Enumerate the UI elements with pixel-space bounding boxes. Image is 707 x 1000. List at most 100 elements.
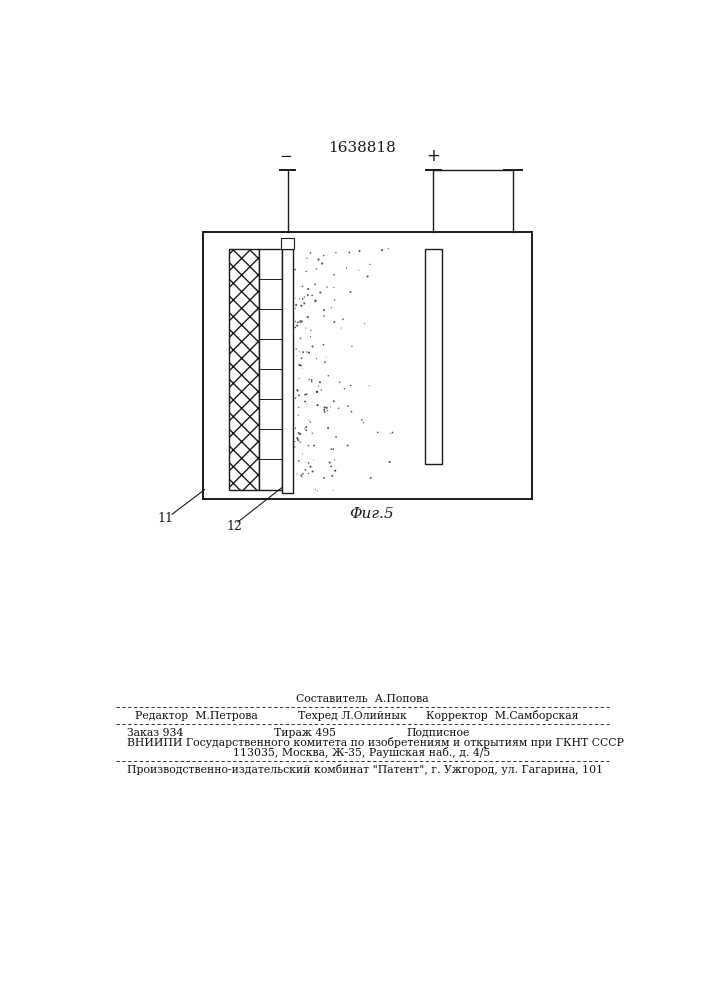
Point bbox=[289, 439, 300, 455]
Point bbox=[290, 313, 301, 329]
Point bbox=[301, 386, 312, 402]
Text: Производственно-издательский комбинат "Патент", г. Ужгород, ул. Гагарина, 101: Производственно-издательский комбинат "П… bbox=[127, 764, 603, 775]
Point bbox=[305, 322, 317, 338]
Point bbox=[327, 441, 339, 457]
Point bbox=[322, 279, 333, 295]
Point bbox=[310, 293, 321, 309]
Point bbox=[312, 483, 323, 499]
Point bbox=[328, 280, 339, 296]
Point bbox=[327, 482, 339, 498]
Text: Тираж 495: Тираж 495 bbox=[274, 728, 337, 738]
Point bbox=[337, 311, 349, 327]
Point bbox=[290, 300, 301, 316]
Point bbox=[294, 344, 305, 360]
Point bbox=[325, 458, 337, 474]
Point bbox=[346, 338, 358, 354]
Point bbox=[296, 469, 308, 485]
Point bbox=[329, 292, 340, 308]
Point bbox=[293, 432, 304, 448]
Bar bbox=[259, 249, 282, 490]
Point bbox=[291, 430, 303, 446]
Point bbox=[299, 289, 310, 305]
Point bbox=[328, 267, 339, 283]
Point bbox=[329, 463, 341, 479]
Point bbox=[330, 245, 341, 261]
Point bbox=[321, 400, 332, 416]
Point bbox=[300, 264, 312, 280]
Point bbox=[310, 481, 321, 497]
Bar bbox=[230, 249, 259, 490]
Point bbox=[290, 390, 301, 406]
Point bbox=[344, 244, 355, 260]
Point bbox=[299, 387, 310, 403]
Point bbox=[291, 318, 303, 334]
Point bbox=[318, 308, 329, 324]
Point bbox=[376, 242, 387, 258]
Point bbox=[296, 313, 308, 329]
Point bbox=[328, 393, 339, 409]
Point bbox=[342, 438, 354, 454]
Point bbox=[385, 425, 396, 441]
Point bbox=[300, 462, 311, 478]
Text: ВНИИПИ Государственного комитета по изобретениям и открытиям при ГКНТ СССР: ВНИИПИ Государственного комитета по изоб… bbox=[127, 737, 624, 748]
Point bbox=[303, 465, 314, 481]
Point bbox=[354, 262, 365, 278]
Point bbox=[293, 407, 304, 423]
Point bbox=[303, 345, 315, 361]
Point bbox=[293, 453, 305, 469]
Point bbox=[295, 314, 306, 330]
Point bbox=[339, 381, 350, 397]
Point bbox=[310, 276, 321, 292]
Point bbox=[291, 341, 302, 357]
Point bbox=[303, 372, 315, 388]
Point bbox=[303, 455, 314, 471]
Point bbox=[300, 394, 311, 410]
Point bbox=[317, 256, 328, 272]
Point bbox=[346, 404, 357, 420]
Point bbox=[293, 370, 305, 386]
Point bbox=[333, 400, 344, 416]
Point bbox=[318, 302, 329, 318]
Point bbox=[298, 295, 310, 311]
Point bbox=[325, 441, 337, 457]
Text: Техред Л.Олийнык: Техред Л.Олийнык bbox=[298, 711, 407, 721]
Point bbox=[297, 278, 308, 294]
Point bbox=[299, 421, 310, 437]
Point bbox=[312, 384, 323, 400]
Point bbox=[295, 330, 306, 346]
Point bbox=[322, 403, 333, 419]
Point bbox=[297, 291, 308, 307]
Text: Заказ 934: Заказ 934 bbox=[127, 728, 184, 738]
Point bbox=[303, 438, 314, 454]
Point bbox=[295, 426, 306, 442]
Point bbox=[296, 357, 307, 373]
Point bbox=[318, 470, 329, 486]
Point bbox=[305, 329, 316, 345]
Text: Подписное: Подписное bbox=[406, 728, 469, 738]
Point bbox=[387, 425, 398, 441]
Point bbox=[306, 372, 317, 388]
Bar bbox=[425, 249, 442, 464]
Point bbox=[291, 348, 303, 364]
Point bbox=[318, 337, 329, 353]
Point bbox=[296, 350, 308, 366]
Point bbox=[315, 374, 326, 390]
Point bbox=[312, 397, 323, 413]
Point bbox=[308, 438, 320, 454]
Point bbox=[297, 446, 308, 462]
Point bbox=[342, 398, 354, 414]
Bar bbox=[281, 238, 293, 249]
Point bbox=[359, 316, 370, 332]
Point bbox=[330, 429, 341, 445]
Point bbox=[305, 245, 316, 261]
Point bbox=[384, 454, 395, 470]
Point bbox=[298, 344, 309, 360]
Point bbox=[362, 268, 373, 284]
Point bbox=[329, 314, 340, 330]
Bar bbox=[282, 249, 293, 493]
Point bbox=[322, 420, 334, 436]
Text: Φиг.5: Φиг.5 bbox=[349, 507, 394, 521]
Point bbox=[354, 243, 366, 259]
Point bbox=[292, 314, 303, 330]
Text: +: + bbox=[426, 147, 440, 165]
